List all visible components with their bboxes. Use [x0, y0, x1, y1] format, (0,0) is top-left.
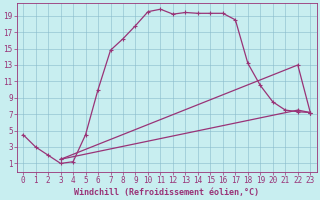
X-axis label: Windchill (Refroidissement éolien,°C): Windchill (Refroidissement éolien,°C) [74, 188, 259, 197]
